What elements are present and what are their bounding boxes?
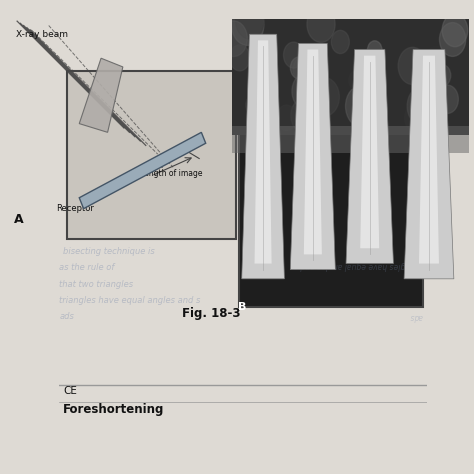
Polygon shape: [242, 34, 284, 279]
Polygon shape: [404, 50, 454, 279]
Text: Length of image: Length of image: [140, 169, 203, 178]
Circle shape: [236, 2, 264, 39]
Circle shape: [331, 30, 349, 54]
Circle shape: [434, 65, 451, 86]
Circle shape: [427, 46, 447, 73]
Polygon shape: [304, 50, 322, 255]
Polygon shape: [346, 50, 393, 264]
Circle shape: [291, 57, 307, 79]
Circle shape: [246, 95, 261, 115]
Circle shape: [262, 100, 277, 119]
Circle shape: [349, 71, 364, 90]
Circle shape: [421, 92, 438, 115]
Text: bisecting technique is: bisecting technique is: [63, 246, 155, 255]
Text: that two triangles: that two triangles: [59, 280, 133, 289]
Circle shape: [442, 14, 468, 47]
FancyBboxPatch shape: [66, 72, 236, 239]
Text: triangles have equal angles and s: triangles have equal angles and s: [294, 261, 423, 270]
Text: ads: ads: [410, 312, 423, 321]
Text: CE: CE: [63, 386, 77, 396]
Circle shape: [277, 105, 296, 130]
Text: X-ray beam: X-ray beam: [16, 30, 68, 39]
Circle shape: [310, 78, 339, 116]
Text: A: A: [14, 213, 24, 226]
FancyBboxPatch shape: [232, 126, 469, 154]
Circle shape: [439, 23, 466, 56]
Polygon shape: [360, 55, 379, 248]
Circle shape: [293, 55, 316, 84]
Circle shape: [367, 41, 382, 60]
Circle shape: [307, 6, 335, 42]
Circle shape: [398, 47, 427, 84]
Polygon shape: [79, 58, 123, 132]
Polygon shape: [290, 44, 336, 270]
Circle shape: [254, 64, 269, 82]
Circle shape: [231, 3, 264, 46]
Polygon shape: [419, 55, 439, 264]
Polygon shape: [79, 132, 206, 209]
Circle shape: [291, 98, 318, 133]
Circle shape: [283, 42, 304, 68]
FancyBboxPatch shape: [239, 72, 423, 307]
Circle shape: [407, 86, 438, 126]
FancyBboxPatch shape: [232, 19, 469, 135]
Circle shape: [360, 104, 385, 137]
Polygon shape: [255, 40, 272, 264]
Circle shape: [292, 73, 320, 109]
Text: B: B: [238, 302, 246, 312]
Text: Receptor: Receptor: [56, 204, 94, 213]
Text: Foreshortening: Foreshortening: [63, 403, 164, 416]
Circle shape: [404, 104, 426, 132]
Text: triangles have equal angles and s: triangles have equal angles and s: [59, 296, 201, 305]
Circle shape: [367, 98, 387, 124]
Text: Fig. 18-3: Fig. 18-3: [182, 307, 241, 320]
Circle shape: [220, 21, 247, 56]
Circle shape: [346, 85, 378, 127]
Circle shape: [229, 45, 250, 71]
Text: as the rule of: as the rule of: [59, 263, 115, 272]
Circle shape: [437, 85, 458, 113]
Text: ads: ads: [59, 312, 74, 321]
